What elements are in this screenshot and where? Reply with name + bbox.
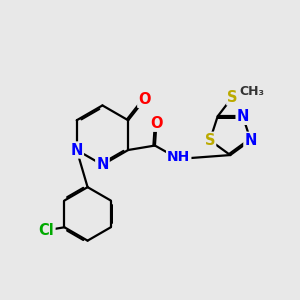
Text: O: O xyxy=(150,116,163,131)
Text: Cl: Cl xyxy=(39,223,55,238)
Text: N: N xyxy=(237,109,249,124)
Text: N: N xyxy=(96,158,109,172)
Text: N: N xyxy=(244,133,257,148)
Text: S: S xyxy=(205,133,215,148)
Text: N: N xyxy=(70,142,83,158)
Text: S: S xyxy=(227,89,238,104)
Text: O: O xyxy=(138,92,151,107)
Text: CH₃: CH₃ xyxy=(239,85,264,98)
Text: NH: NH xyxy=(167,150,190,164)
